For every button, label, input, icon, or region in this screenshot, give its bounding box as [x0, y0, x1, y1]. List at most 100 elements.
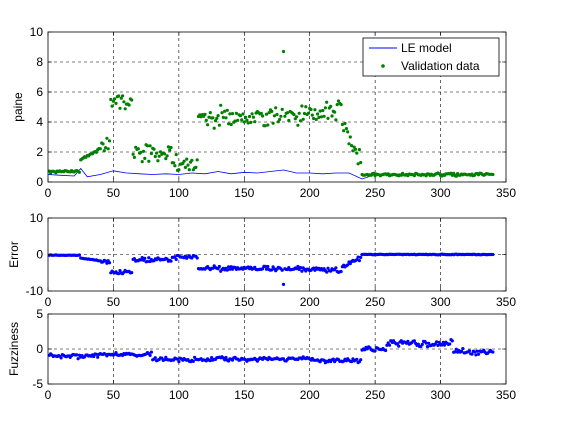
data-point	[357, 259, 361, 263]
y-tick-label: 5	[36, 307, 43, 321]
data-point	[118, 106, 122, 110]
data-point	[140, 256, 144, 260]
data-point	[280, 268, 284, 272]
data-point	[207, 115, 211, 119]
data-point	[238, 114, 242, 118]
data-point	[359, 255, 363, 259]
data-point	[175, 357, 180, 361]
data-point	[459, 349, 464, 353]
x-tick-label: 200	[300, 186, 320, 200]
data-point	[266, 123, 270, 127]
data-point	[318, 109, 322, 113]
data-point	[190, 256, 194, 260]
data-point	[77, 170, 81, 174]
data-point	[350, 360, 354, 364]
y-tick-label: 0	[36, 342, 43, 356]
data-point	[334, 266, 338, 270]
data-point	[435, 340, 439, 344]
data-point	[292, 113, 296, 117]
data-point	[283, 114, 287, 118]
data-point	[94, 150, 98, 154]
data-point	[77, 253, 81, 257]
data-point	[145, 144, 150, 148]
x-tick-label: 100	[169, 295, 189, 309]
x-tick-label: 100	[169, 388, 189, 402]
data-point	[109, 97, 113, 102]
data-point	[153, 356, 157, 360]
data-point	[473, 350, 477, 354]
data-point	[406, 339, 410, 343]
data-point	[215, 116, 219, 120]
data-point	[114, 351, 118, 355]
data-point	[261, 114, 265, 118]
data-point	[351, 149, 355, 153]
x-tick-label: 300	[431, 186, 451, 200]
data-point	[223, 109, 227, 113]
data-point	[122, 100, 126, 104]
data-point	[346, 130, 350, 134]
data-point	[363, 348, 367, 352]
data-point	[229, 265, 233, 269]
data-point	[275, 112, 279, 117]
data-point	[174, 153, 178, 157]
data-point	[111, 99, 115, 103]
data-point	[453, 350, 457, 354]
data-point	[216, 114, 220, 118]
data-point	[132, 257, 136, 261]
data-point	[270, 268, 274, 272]
data-point	[267, 111, 271, 115]
data-point	[347, 142, 351, 146]
y-tick-label: 0	[36, 175, 43, 189]
data-point	[127, 103, 131, 107]
data-point	[384, 348, 388, 353]
y-tick-label: 2	[36, 145, 43, 159]
legend-box	[362, 37, 500, 77]
data-point	[149, 350, 153, 354]
y-tick-label: 8	[36, 55, 43, 69]
data-point	[331, 357, 335, 361]
data-point	[326, 116, 330, 120]
y-tick-label: 10	[30, 211, 44, 225]
y-tick-label: -5	[32, 377, 43, 391]
x-tick-label: 250	[365, 186, 385, 200]
data-point	[334, 118, 338, 122]
data-point	[217, 264, 221, 269]
data-point	[204, 118, 208, 122]
y-tick-label: 10	[30, 25, 44, 39]
data-point	[195, 158, 199, 162]
data-point	[355, 151, 359, 155]
y-tick-label: 4	[36, 115, 43, 129]
data-point	[297, 111, 301, 115]
data-point	[300, 104, 304, 108]
data-point	[325, 100, 329, 104]
data-point	[131, 152, 135, 156]
data-point	[212, 126, 216, 130]
data-point	[356, 255, 360, 259]
data-point	[224, 116, 228, 120]
data-point	[229, 122, 233, 127]
data-point	[227, 265, 231, 269]
data-point	[336, 99, 341, 103]
data-point	[130, 98, 134, 102]
data-point	[247, 114, 252, 119]
data-point	[136, 147, 140, 151]
data-point	[450, 339, 454, 343]
data-point	[164, 157, 168, 161]
data-point	[187, 168, 191, 172]
data-point	[253, 120, 257, 124]
data-point	[441, 340, 445, 344]
x-tick-label: 0	[45, 295, 52, 309]
data-point	[281, 49, 286, 54]
data-point	[299, 266, 303, 270]
data-point	[158, 150, 163, 154]
data-point	[156, 159, 160, 163]
data-point	[117, 272, 121, 276]
data-point	[94, 352, 98, 356]
data-point	[346, 263, 350, 267]
data-point	[59, 356, 63, 360]
data-point	[190, 158, 194, 162]
data-point	[242, 120, 246, 124]
data-point	[491, 350, 495, 354]
data-point	[211, 266, 215, 270]
